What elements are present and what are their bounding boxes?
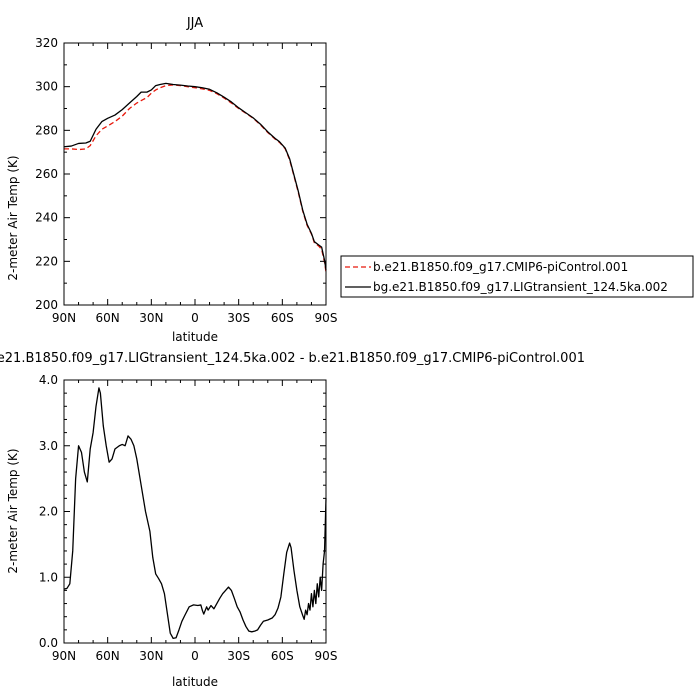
x-tick-label: 90N bbox=[52, 649, 76, 663]
y-tick-label: 4.0 bbox=[39, 373, 58, 387]
y-tick-label: 3.0 bbox=[39, 439, 58, 453]
x-tick-label: 30S bbox=[227, 311, 250, 325]
top-chart-series-line-2 bbox=[63, 82, 327, 271]
y-tick-label: 280 bbox=[35, 123, 58, 137]
legend-label-transient: bg.e21.B1850.f09_g17.LIGtransient_124.5k… bbox=[373, 280, 668, 294]
x-tick-label: 30N bbox=[139, 649, 163, 663]
x-tick-label: 60S bbox=[271, 311, 294, 325]
y-tick-label: 0.0 bbox=[39, 636, 58, 650]
top-chart-xlabel: latitude bbox=[172, 330, 218, 344]
top-chart-series-line-1 bbox=[64, 84, 327, 273]
x-tick-label: 30S bbox=[227, 649, 250, 663]
top-chart-frame bbox=[63, 42, 327, 306]
bottom-chart: bg.e21.B1850.f09_g17.LIGtransient_124.5k… bbox=[0, 351, 585, 689]
y-tick-label: 220 bbox=[35, 254, 58, 268]
y-tick-label: 240 bbox=[35, 211, 58, 225]
bottom-chart-ylabel: 2-meter Air Temp (K) bbox=[6, 448, 20, 573]
x-tick-label: 60N bbox=[96, 311, 120, 325]
legend-box bbox=[340, 255, 694, 298]
bottom-chart-xlabel: latitude bbox=[172, 675, 218, 689]
x-tick-label: 90S bbox=[315, 311, 338, 325]
top-chart-ylabel: 2-meter Air Temp (K) bbox=[6, 155, 20, 280]
y-tick-label: 200 bbox=[35, 298, 58, 312]
bottom-chart-series-line-1 bbox=[63, 387, 327, 640]
x-tick-label: 30N bbox=[139, 311, 163, 325]
y-tick-label: 1.0 bbox=[39, 570, 58, 584]
y-tick-label: 2.0 bbox=[39, 505, 58, 519]
x-tick-label: 0 bbox=[191, 311, 199, 325]
y-tick-label: 260 bbox=[35, 167, 58, 181]
bottom-chart-title: bg.e21.B1850.f09_g17.LIGtransient_124.5k… bbox=[0, 351, 585, 366]
top-chart-title: JJA bbox=[186, 16, 203, 31]
y-tick-label: 320 bbox=[35, 36, 58, 50]
top-chart: JJA 2-meter Air Temp (K) latitude 90N 60N… bbox=[6, 16, 337, 344]
x-tick-label: 60S bbox=[271, 649, 294, 663]
legend: b.e21.B1850.f09_g17.CMIP6-piControl.001 … bbox=[340, 255, 694, 298]
legend-label-control: b.e21.B1850.f09_g17.CMIP6-piControl.001 bbox=[373, 260, 628, 274]
y-tick-label: 300 bbox=[35, 80, 58, 94]
x-tick-label: 0 bbox=[191, 649, 199, 663]
x-tick-label: 90N bbox=[52, 311, 76, 325]
x-tick-label: 90S bbox=[315, 649, 338, 663]
x-tick-label: 60N bbox=[96, 649, 120, 663]
